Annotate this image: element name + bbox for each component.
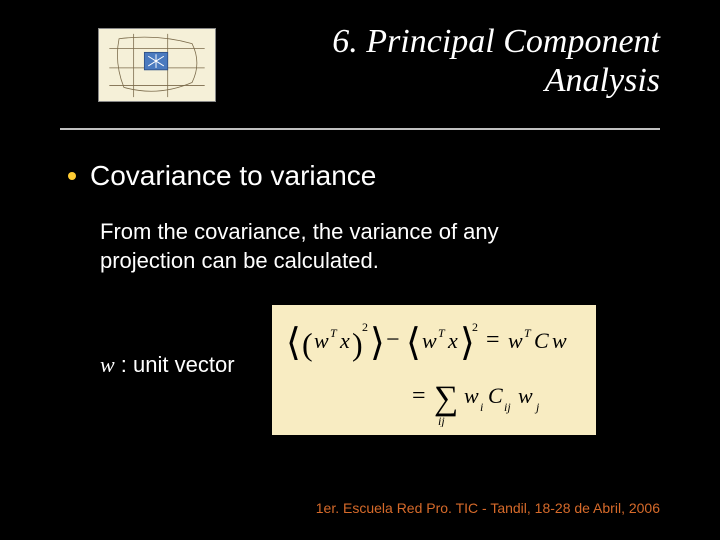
svg-text:w: w bbox=[518, 383, 533, 408]
svg-text:∑: ∑ bbox=[434, 380, 458, 417]
formula-line-2: = ∑ ij w i C ij w j bbox=[408, 373, 578, 427]
svg-text:w: w bbox=[464, 383, 479, 408]
bullet-dot-icon bbox=[68, 172, 76, 180]
svg-text:ij: ij bbox=[438, 414, 445, 427]
bullet-text: Covariance to variance bbox=[90, 160, 376, 192]
svg-text:w: w bbox=[552, 328, 567, 353]
bullet-item: Covariance to variance bbox=[68, 160, 376, 192]
svg-text:⟩: ⟩ bbox=[370, 322, 385, 364]
unit-vector-var: w bbox=[100, 352, 115, 377]
header-thumbnail bbox=[98, 28, 216, 102]
slide-footer: 1er. Escuela Red Pro. TIC - Tandil, 18-2… bbox=[316, 500, 660, 516]
svg-text:w: w bbox=[314, 328, 329, 353]
formula-line-1: ⟨ ( w T x ) 2 ⟩ − ⟨ w T x ⟩ 2 = w T C w bbox=[272, 315, 596, 365]
svg-text:x: x bbox=[447, 328, 458, 353]
svg-text:T: T bbox=[524, 326, 532, 340]
svg-text:ij: ij bbox=[504, 400, 511, 414]
svg-text:−: − bbox=[386, 327, 400, 353]
svg-text:(: ( bbox=[302, 326, 313, 362]
svg-text:C: C bbox=[488, 383, 503, 408]
title-divider bbox=[60, 128, 660, 130]
svg-text:⟨: ⟨ bbox=[406, 322, 421, 364]
svg-text:2: 2 bbox=[362, 320, 368, 334]
svg-text:C: C bbox=[534, 328, 549, 353]
svg-text:=: = bbox=[486, 327, 500, 353]
slide-title: 6. Principal Component Analysis bbox=[230, 22, 660, 100]
svg-text:w: w bbox=[422, 328, 437, 353]
slide: 6. Principal Component Analysis Covarian… bbox=[0, 0, 720, 540]
unit-vector-label: : unit vector bbox=[115, 352, 235, 377]
formula-box: ⟨ ( w T x ) 2 ⟩ − ⟨ w T x ⟩ 2 = w T C w bbox=[272, 305, 596, 435]
svg-text:T: T bbox=[330, 326, 338, 340]
svg-text:x: x bbox=[339, 328, 350, 353]
thumbnail-sketch-icon bbox=[99, 29, 215, 101]
svg-text:2: 2 bbox=[472, 320, 478, 334]
svg-text:j: j bbox=[534, 400, 540, 414]
svg-text:i: i bbox=[480, 400, 483, 414]
unit-vector-note: w : unit vector bbox=[100, 352, 235, 378]
svg-text:=: = bbox=[412, 383, 426, 409]
svg-text:w: w bbox=[508, 328, 523, 353]
svg-text:T: T bbox=[438, 326, 446, 340]
svg-text:⟨: ⟨ bbox=[286, 322, 301, 364]
body-paragraph: From the covariance, the variance of any… bbox=[100, 218, 600, 275]
